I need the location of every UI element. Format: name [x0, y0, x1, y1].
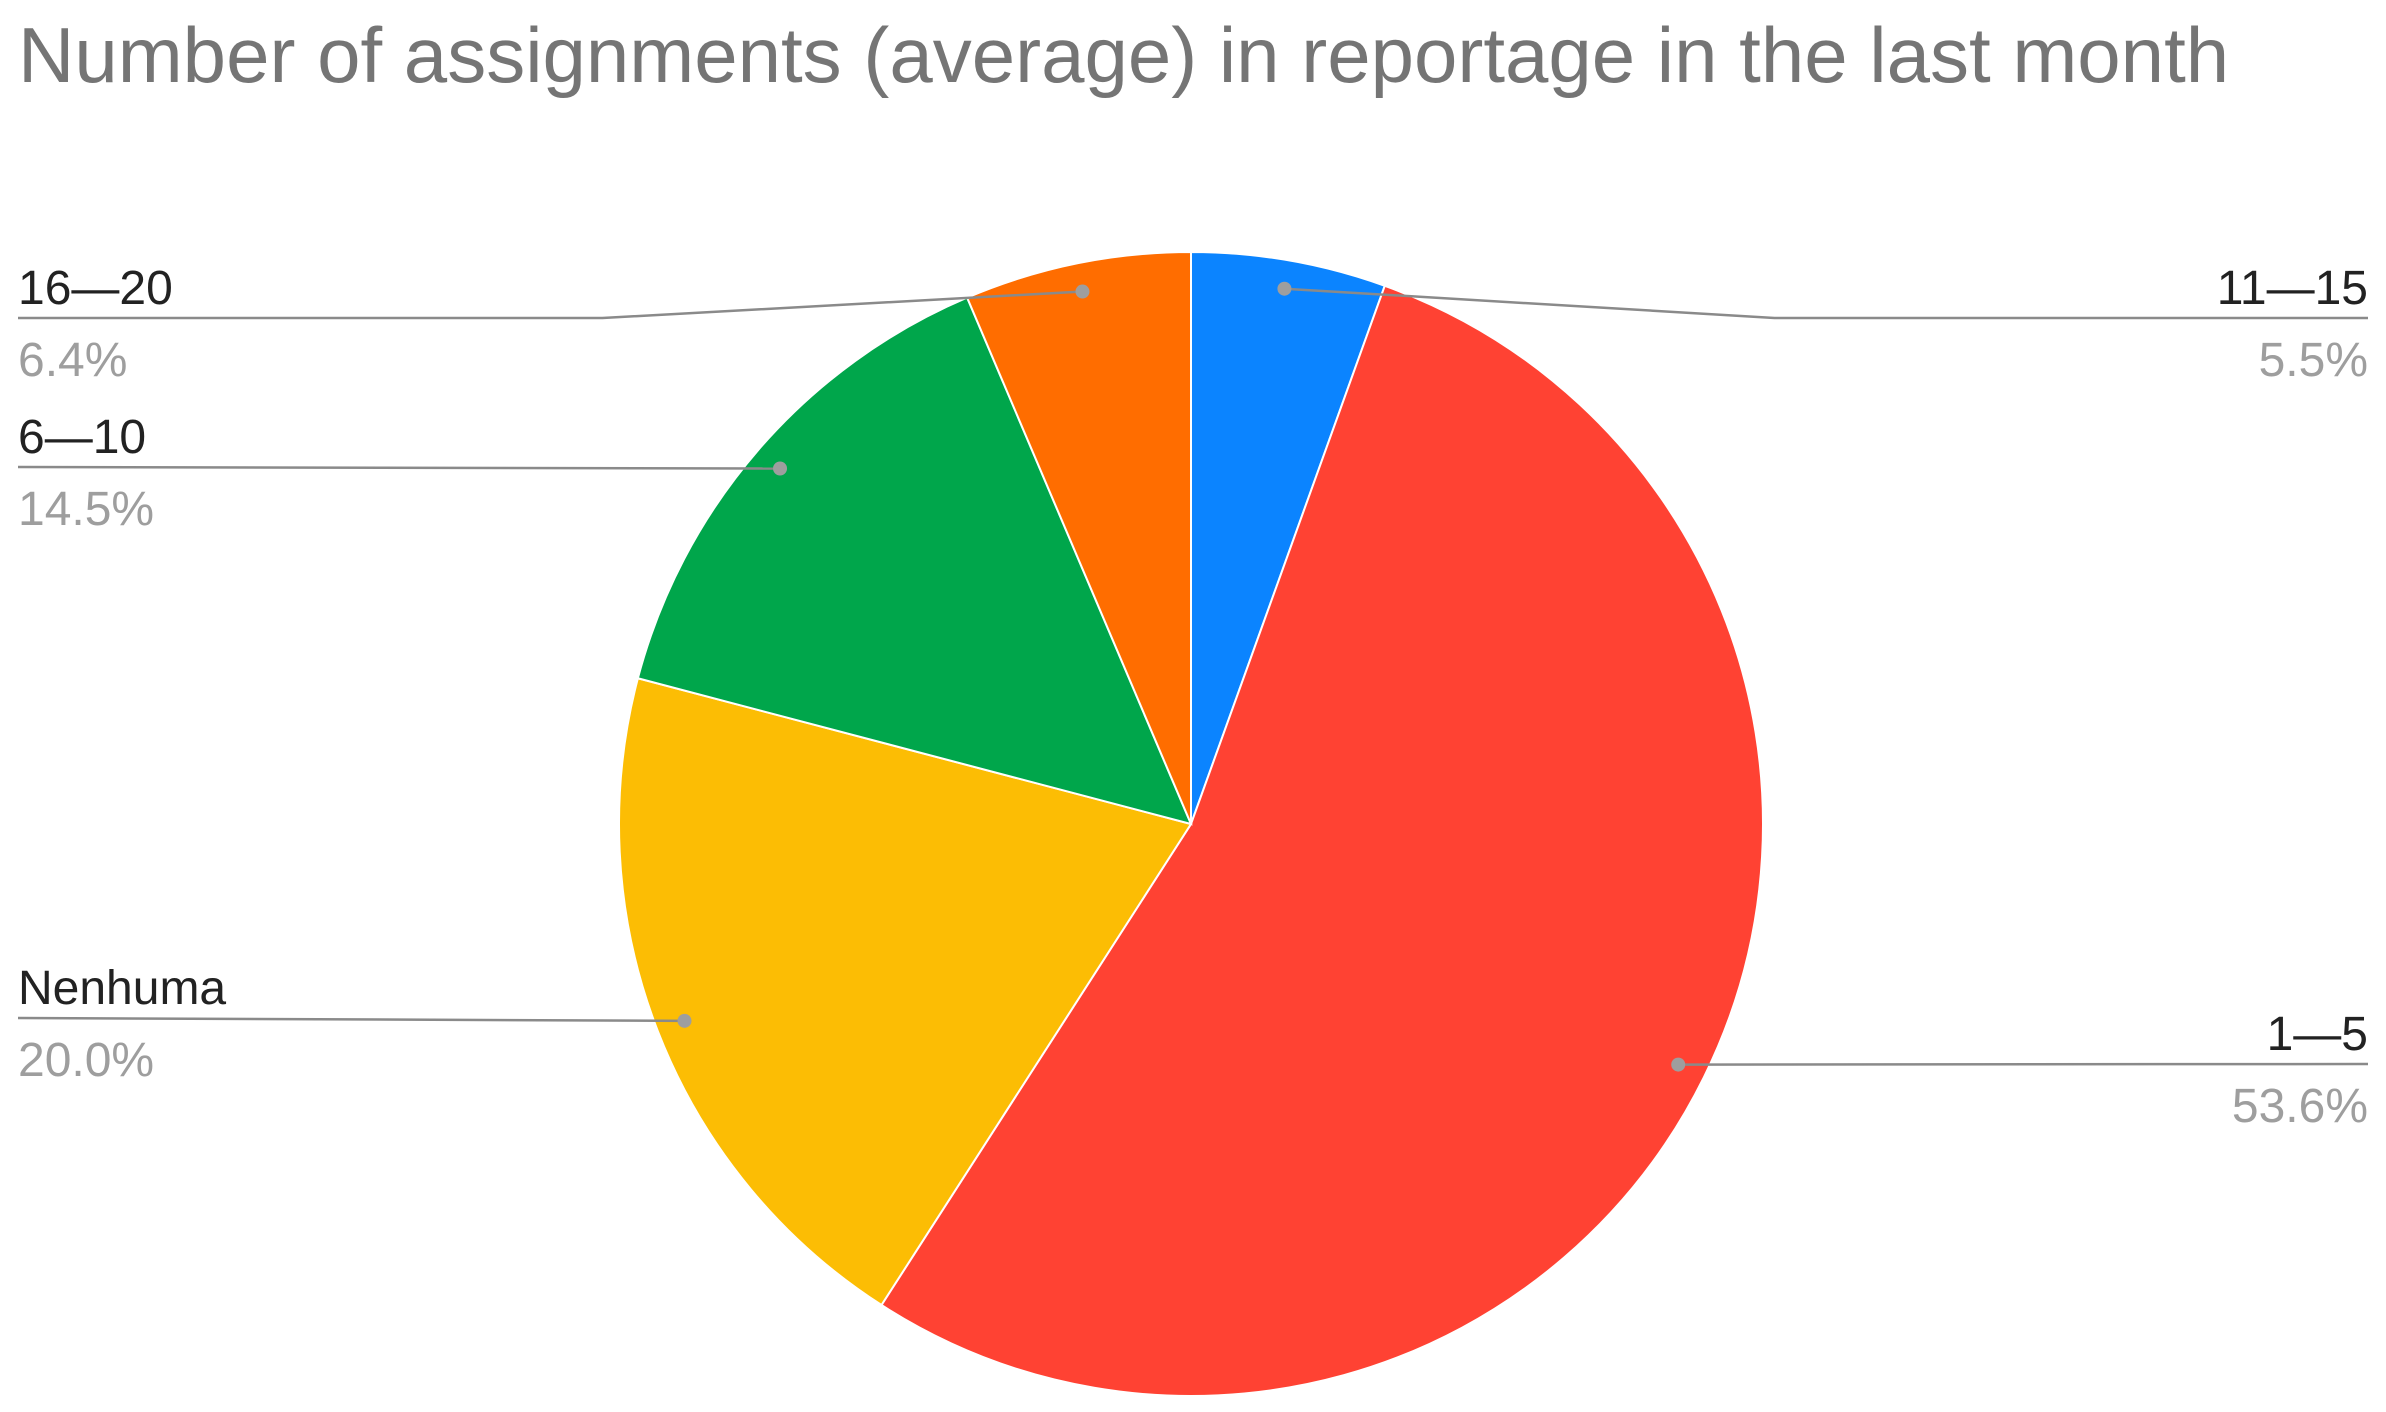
leader-dot: [677, 1013, 692, 1028]
chart-title: Number of assignments (average) in repor…: [18, 11, 2229, 99]
leader-line: [18, 290, 1083, 320]
slice-label: Nenhuma: [18, 962, 226, 1015]
slice-label: 1—5: [2267, 1008, 2368, 1061]
pie-slice: [880, 284, 1764, 1397]
slice-value-label: 6.4%: [18, 334, 127, 387]
slice-value-label: 14.5%: [18, 483, 154, 536]
leader-dot: [1671, 1057, 1686, 1072]
slice-value-label: 53.6%: [2232, 1080, 2368, 1133]
pie-slice: [1190, 250, 1387, 825]
leader-line: [17, 465, 781, 470]
leader-dot: [1277, 281, 1292, 296]
leader-dot: [773, 461, 788, 476]
pie-slice: [618, 677, 1193, 1307]
leader-dot: [1075, 284, 1090, 299]
leader-line: [17, 1016, 685, 1023]
slice-value-label: 5.5%: [2259, 334, 2368, 387]
slice-value-label: 20.0%: [18, 1034, 154, 1087]
pie-slice: [965, 250, 1192, 825]
slice-label: 11—15: [2217, 262, 2368, 315]
leader-line: [1284, 287, 2368, 320]
slice-label: 16—20: [18, 262, 173, 315]
slice-label: 6—10: [18, 411, 146, 464]
leader-line: [1678, 1062, 2369, 1066]
pie-slice: [636, 296, 1193, 826]
